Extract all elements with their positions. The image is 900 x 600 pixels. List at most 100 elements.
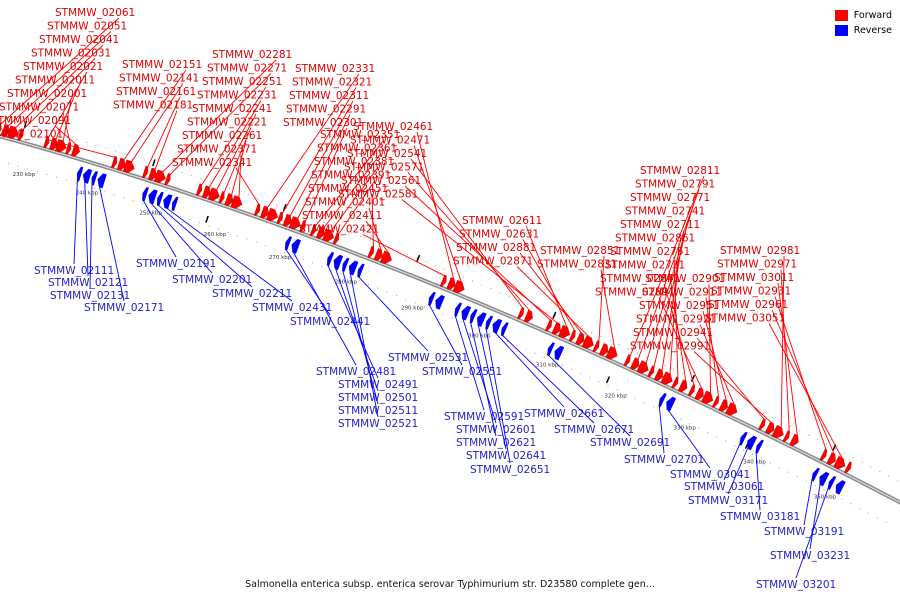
forward-gene-arrow [282, 213, 292, 227]
forward-gene-label: STMMW_02001 [7, 88, 87, 100]
forward-gene-label: STMMW_02011 [15, 75, 95, 87]
reverse-gene-arrow [477, 312, 487, 328]
reverse-gene-arrow [333, 254, 344, 270]
forward-gene-arrow [581, 335, 594, 349]
forward-gene-label: STMMW_02421 [299, 224, 379, 236]
forward-gene-label: STMMW_02931 [711, 286, 791, 298]
legend-forward: Forward [834, 8, 892, 23]
reverse-gene-label: STMMW_02691 [590, 437, 670, 449]
reverse-gene-arrow [666, 396, 677, 412]
forward-gene-arrow [164, 172, 171, 186]
reverse-gene-arrow [291, 238, 301, 254]
reverse-gene-label: STMMW_02551 [422, 366, 502, 378]
tick-mark [282, 203, 287, 212]
reverse-leader-line [357, 275, 429, 352]
forward-gene-label: STMMW_02091 [0, 115, 71, 127]
forward-gene-arrow [517, 307, 525, 320]
reverse-leader-line [723, 443, 741, 481]
forward-gene-label: STMMW_02891 [595, 287, 675, 299]
legend-reverse-label: Reverse [853, 25, 892, 36]
reverse-leader-line [501, 334, 595, 424]
forward-leader-line [777, 282, 798, 437]
forward-leader-line [7, 31, 112, 127]
forward-gene-label: STMMW_02361 [317, 143, 397, 155]
reverse-gene-arrow [82, 168, 93, 184]
forward-gene-arrow [711, 395, 720, 408]
forward-leader-line [362, 234, 447, 277]
forward-gene-arrow [322, 228, 335, 242]
forward-leader-line [525, 225, 568, 329]
forward-gene-arrow [43, 135, 50, 149]
forward-gene-label: STMMW_02241 [192, 103, 272, 115]
tick-guide-1 [0, 160, 895, 527]
forward-gene-arrow [266, 207, 279, 222]
tick-guide-0 [0, 117, 900, 483]
legend: Forward Reverse [834, 8, 892, 38]
reverse-leader-line [727, 447, 749, 495]
forward-leader-line [281, 87, 357, 214]
forward-gene-label: STMMW_03051 [705, 313, 785, 325]
reverse-gene-label: STMMW_02521 [338, 418, 418, 430]
tick-mark [152, 159, 156, 167]
reverse-leader-line [477, 324, 507, 450]
forward-gene-label: STMMW_02561 [341, 175, 421, 187]
forward-gene-label: STMMW_02981 [720, 245, 800, 257]
forward-leader-line [46, 139, 117, 159]
reverse-leader-line [803, 479, 813, 526]
reverse-gene-arrow [284, 236, 293, 251]
forward-gene-arrow [764, 421, 775, 435]
forward-gene-label: STMMW_02031 [31, 48, 111, 60]
reverse-leader-line [795, 487, 829, 579]
forward-gene-label: STMMW_02861 [615, 233, 695, 245]
forward-gene-arrow [819, 448, 828, 462]
forward-gene-arrow [575, 332, 585, 346]
forward-leader-line [266, 73, 360, 209]
reverse-gene-label: STMMW_02431 [252, 302, 332, 314]
forward-gene-label: STMMW_02141 [119, 73, 199, 85]
forward-gene-label: STMMW_02841 [600, 273, 680, 285]
forward-leader-line [162, 59, 277, 173]
reverse-gene-arrow [547, 342, 555, 357]
forward-leader-line [413, 145, 463, 284]
forward-gene-label: STMMW_03011 [714, 272, 794, 284]
forward-gene-label: STMMW_02711 [620, 219, 700, 231]
reverse-leader-line [349, 272, 379, 418]
forward-leader-line [768, 323, 844, 460]
reverse-leader-line [142, 199, 177, 258]
forward-gene-label: STMMW_02911 [642, 287, 722, 299]
reverse-leader-line [84, 181, 89, 277]
tick-label: 270 kbp [269, 255, 292, 261]
reverse-gene-label: STMMW_02601 [456, 424, 536, 436]
forward-gene-arrow [758, 418, 766, 431]
tick-mark [552, 311, 557, 319]
reverse-gene-arrow [755, 439, 764, 454]
forward-leader-line [123, 69, 187, 161]
forward-leader-line [169, 73, 272, 176]
forward-gene-arrow [551, 321, 561, 335]
reverse-gene-arrow [163, 194, 173, 210]
forward-leader-line [231, 140, 247, 196]
forward-gene-label: STMMW_02231 [197, 90, 277, 102]
forward-gene-label: STMMW_02291 [286, 104, 366, 116]
forward-gene-arrow [315, 226, 326, 240]
forward-leader-line [410, 158, 524, 310]
reverse-leader-line [164, 206, 293, 302]
forward-gene-label: STMMW_02221 [187, 117, 267, 129]
forward-leader-line [699, 324, 736, 406]
forward-gene-arrow [230, 195, 243, 209]
reverse-gene-arrow [811, 467, 820, 482]
reverse-leader-line [493, 330, 565, 408]
forward-gene-label: STMMW_02341 [172, 157, 252, 169]
reverse-leader-line [149, 201, 213, 274]
forward-leader-line [598, 255, 605, 343]
forward-gene-arrow [0, 122, 2, 132]
forward-gene-arrow [843, 461, 852, 474]
forward-gene-arrow [259, 205, 270, 219]
forward-leader-line [315, 139, 385, 226]
forward-gene-label: STMMW_02181 [113, 100, 193, 112]
forward-gene-arrow [141, 165, 149, 179]
reverse-gene-arrow [156, 191, 164, 207]
reverse-gene-label: STMMW_03231 [770, 550, 850, 562]
reverse-gene-label: STMMW_03181 [720, 511, 800, 523]
